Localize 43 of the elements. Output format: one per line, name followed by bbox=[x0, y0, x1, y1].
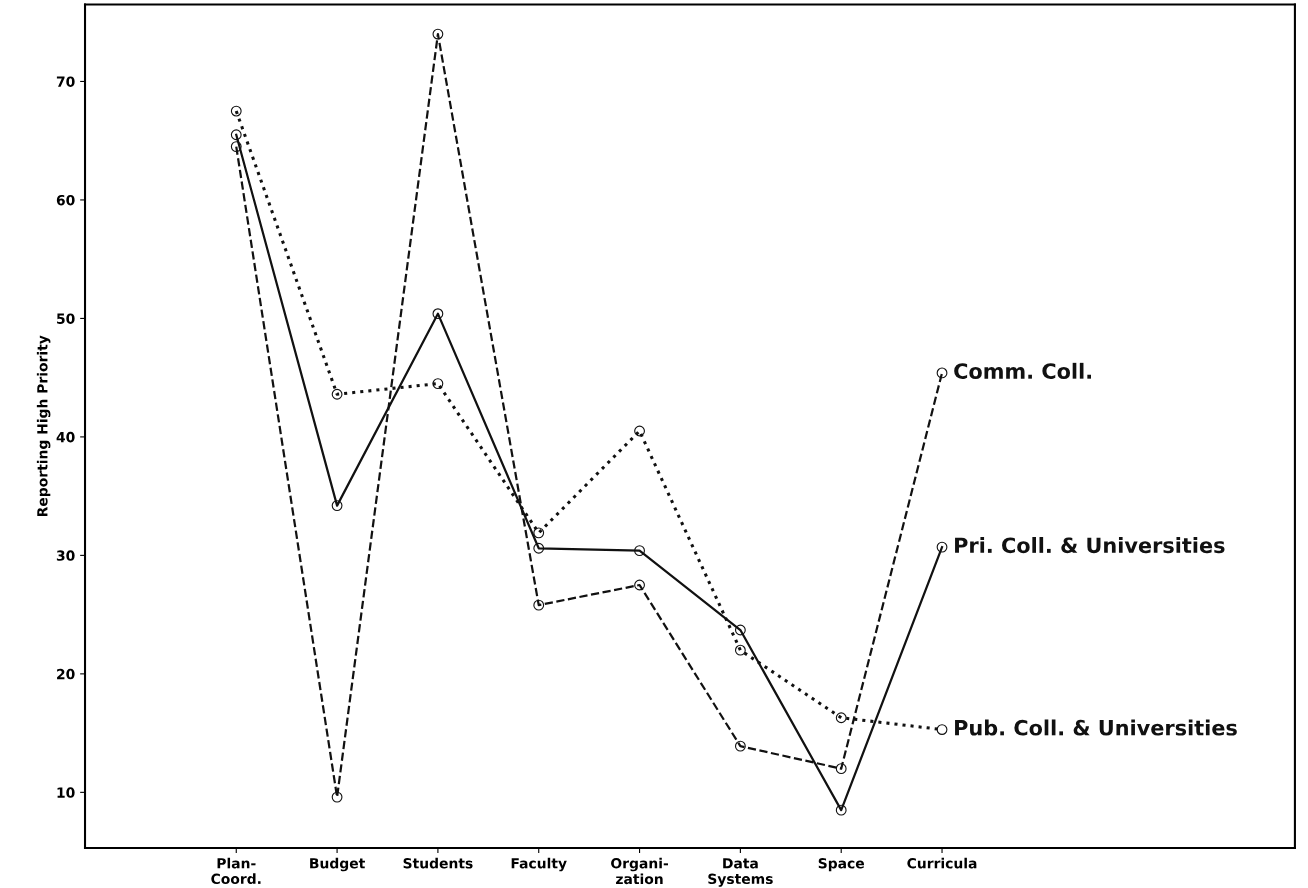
x-tick-label: Faculty bbox=[511, 857, 567, 872]
point bbox=[533, 527, 545, 539]
y-tick-label: 70 bbox=[56, 76, 75, 87]
x-tick-label: Organi- zation bbox=[611, 857, 668, 885]
point bbox=[331, 500, 343, 512]
y-tick-label: 30 bbox=[56, 550, 75, 561]
x-tick-label: Curricula bbox=[907, 857, 977, 869]
point bbox=[634, 545, 645, 557]
y-tick-label: 50 bbox=[57, 313, 75, 324]
point bbox=[331, 388, 343, 400]
x-tick-label: Data Systems bbox=[708, 858, 773, 887]
point bbox=[230, 141, 242, 153]
point bbox=[533, 599, 545, 611]
point bbox=[331, 791, 343, 803]
x-tick-label: Students bbox=[403, 857, 473, 869]
point bbox=[432, 28, 444, 40]
point bbox=[936, 367, 948, 379]
point bbox=[432, 378, 444, 390]
point bbox=[835, 804, 847, 816]
point bbox=[533, 542, 545, 554]
point bbox=[230, 129, 242, 141]
point bbox=[734, 644, 746, 656]
series-label: Pub. Coll. & Universities bbox=[955, 719, 1237, 736]
y-tick-label: 10 bbox=[57, 787, 75, 798]
point bbox=[634, 425, 645, 437]
y-tick-label: 40 bbox=[56, 431, 75, 443]
point bbox=[734, 740, 746, 752]
y-tick-label: 20 bbox=[57, 668, 75, 680]
x-tick-label: Space bbox=[818, 858, 865, 872]
point bbox=[835, 763, 847, 775]
point bbox=[936, 541, 948, 553]
point bbox=[230, 105, 242, 117]
x-tick-label: Plan- Coord. bbox=[211, 857, 261, 885]
series-label: Comm. Coll. bbox=[954, 362, 1091, 379]
point bbox=[432, 308, 444, 320]
y-tick-label: 60 bbox=[56, 194, 75, 206]
point bbox=[634, 579, 645, 591]
y-axis-title: Reporting High Priority bbox=[36, 335, 51, 517]
x-tick-label: Budget bbox=[310, 857, 365, 872]
series-label: Pri. Coll. & Universities bbox=[955, 537, 1225, 554]
point bbox=[936, 724, 948, 735]
point bbox=[835, 712, 847, 724]
point bbox=[734, 624, 746, 636]
